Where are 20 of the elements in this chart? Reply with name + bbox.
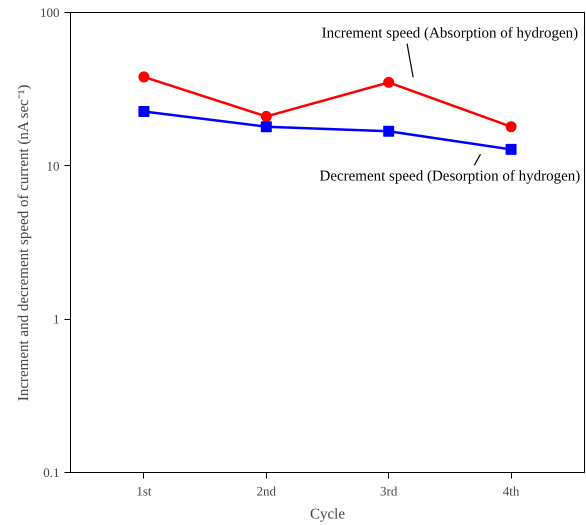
- point: [383, 76, 394, 88]
- y-tick-label: 100: [40, 5, 60, 20]
- y-tick-label: 1: [53, 312, 60, 327]
- text: Increment speed (Absorption of hydrogen): [322, 26, 578, 42]
- point: [506, 121, 517, 132]
- x-axis-title: Cycle: [310, 506, 346, 522]
- point: [138, 71, 150, 82]
- point: [506, 144, 517, 155]
- text: Decrement speed (Desorption of hydrogen): [320, 168, 580, 185]
- point: [260, 110, 272, 122]
- x-tick-label: 1st: [136, 484, 152, 498]
- point: [383, 126, 394, 137]
- y-tick-label: 0.1: [43, 465, 60, 480]
- x-tick-label: 2nd: [256, 484, 277, 498]
- point: [138, 106, 150, 118]
- x-tick-label: 3rd: [380, 484, 398, 498]
- y-axis-title: Increment and decrement speed of current (nA sec⁻¹): [16, 84, 32, 402]
- point: [260, 121, 272, 132]
- y-tick-label: 10: [46, 158, 60, 174]
- x-tick-label: 4th: [502, 484, 520, 498]
